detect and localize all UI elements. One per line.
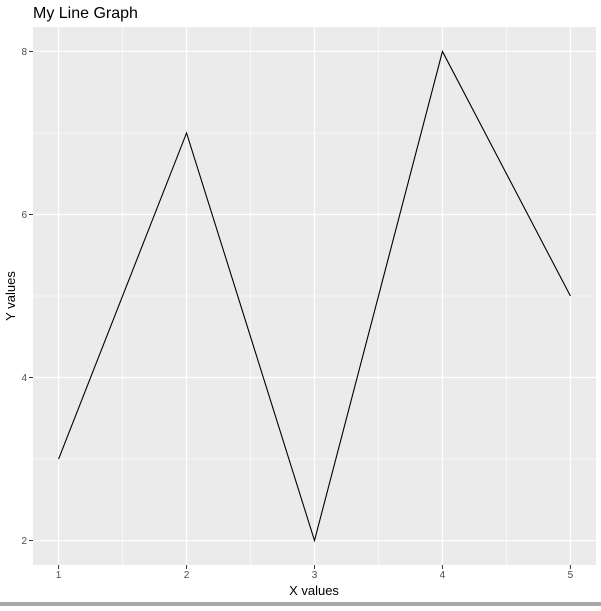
y-axis-label: Y values — [3, 271, 18, 321]
x-tick-label: 3 — [312, 570, 318, 581]
x-tick-label: 1 — [56, 570, 62, 581]
x-tick-label: 2 — [184, 570, 190, 581]
y-tick-label: 2 — [21, 536, 27, 547]
y-tick-label: 4 — [21, 373, 27, 384]
y-tick-label: 6 — [21, 210, 27, 221]
x-tick-label: 5 — [568, 570, 574, 581]
x-axis-label: X values — [289, 583, 339, 598]
x-tick-label: 4 — [440, 570, 446, 581]
window-bottom-border — [0, 602, 601, 606]
y-axis: 2 4 6 8 — [21, 47, 33, 547]
x-axis: 1 2 3 4 5 — [56, 565, 574, 581]
chart-title: My Line Graph — [33, 5, 138, 22]
y-tick-label: 8 — [21, 47, 27, 58]
